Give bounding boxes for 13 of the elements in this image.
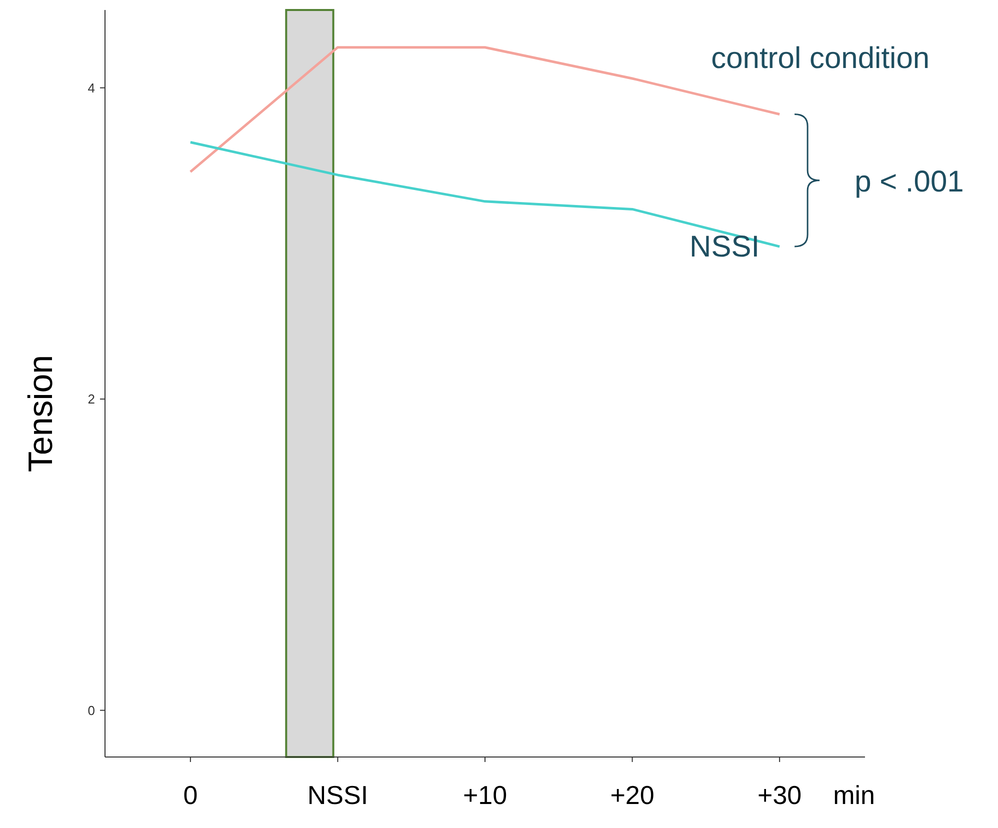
annotation: p < .001 (854, 165, 964, 198)
x-tick-label: +10 (462, 780, 508, 810)
x-tick-label: 0 (183, 780, 198, 810)
series-label: control condition (711, 42, 930, 75)
x-tick-label: +30 (758, 780, 802, 810)
y-tick-label: 2 (88, 392, 95, 407)
series-label: NSSI (690, 230, 760, 264)
y-tick-label: 4 (88, 80, 95, 96)
x-axis-title: min (833, 780, 875, 810)
y-axis-title: Tension (22, 354, 60, 472)
x-tick-label: NSSI (307, 780, 368, 810)
y-tick-label: 0 (88, 702, 95, 718)
x-tick-label: +20 (610, 780, 654, 810)
